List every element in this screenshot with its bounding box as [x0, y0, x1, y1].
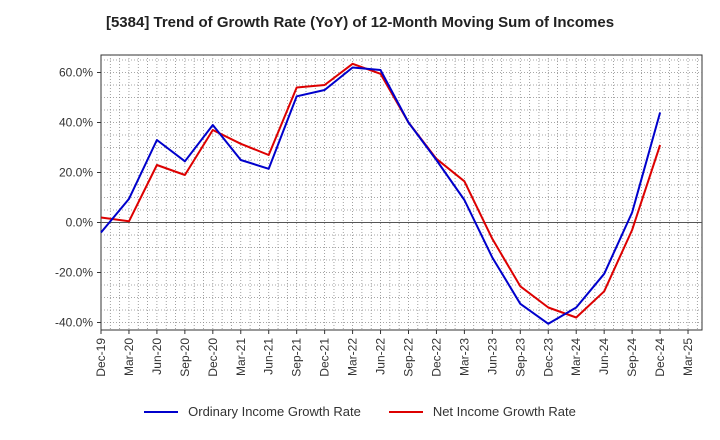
- legend-item-ordinary: Ordinary Income Growth Rate: [144, 404, 361, 419]
- legend-swatch-ordinary: [144, 410, 179, 413]
- x-tick-label: Dec-21: [318, 338, 332, 377]
- y-tick-label: 0.0%: [66, 216, 94, 230]
- y-tick-label: 60.0%: [59, 66, 93, 80]
- x-tick-label: Sep-24: [625, 338, 639, 377]
- legend-swatch-net: [388, 410, 423, 413]
- x-tick-label: Dec-19: [94, 338, 108, 377]
- x-tick-label: Mar-22: [346, 338, 360, 376]
- x-tick-label: Dec-23: [541, 338, 555, 377]
- x-tick-label: Jun-22: [374, 338, 388, 375]
- x-tick-label: Sep-20: [178, 338, 192, 377]
- legend-label-net: Net Income Growth Rate: [432, 404, 576, 419]
- y-tick-label: 40.0%: [59, 116, 93, 130]
- x-tick-label: Mar-23: [457, 338, 471, 376]
- plot-area: [100, 54, 703, 331]
- x-tick-label: Dec-22: [429, 338, 443, 377]
- x-tick-label: Sep-23: [513, 338, 527, 377]
- series-line-net: [100, 62, 662, 319]
- chart-legend: Ordinary Income Growth Rate Net Income G…: [0, 404, 720, 419]
- x-tick-label: Sep-21: [290, 338, 304, 377]
- legend-item-net: Net Income Growth Rate: [388, 404, 576, 419]
- x-tick-label: Jun-23: [485, 338, 499, 375]
- x-tick-label: Jun-20: [150, 338, 164, 375]
- x-tick-label: Mar-21: [234, 338, 248, 376]
- legend-label-ordinary: Ordinary Income Growth Rate: [188, 404, 361, 419]
- series-line-ordinary: [100, 66, 662, 325]
- x-tick-label: Jun-21: [262, 338, 276, 375]
- x-tick-label: Jun-24: [597, 338, 611, 375]
- y-tick-label: -20.0%: [55, 266, 93, 280]
- x-tick-label: Mar-25: [681, 338, 695, 376]
- x-tick-label: Sep-22: [401, 338, 415, 377]
- chart-title: [5384] Trend of Growth Rate (YoY) of 12-…: [105, 14, 615, 31]
- y-tick-label: 20.0%: [59, 166, 93, 180]
- x-tick-label: Dec-24: [653, 338, 667, 377]
- y-tick-label: -40.0%: [55, 316, 93, 330]
- x-tick-label: Mar-20: [122, 338, 136, 376]
- x-tick-label: Dec-20: [206, 338, 220, 377]
- x-tick-label: Mar-24: [569, 338, 583, 376]
